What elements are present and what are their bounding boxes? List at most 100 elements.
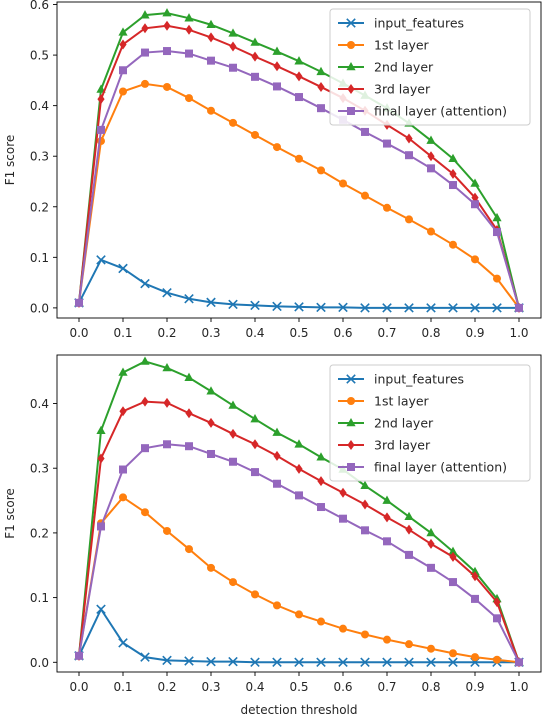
data-point (427, 538, 435, 549)
data-point (118, 367, 128, 376)
data-point (207, 417, 215, 428)
y-tick-label: 0.1 (30, 251, 49, 265)
data-point (405, 151, 413, 160)
legend-label: 1st layer (374, 394, 430, 409)
data-point (97, 137, 105, 146)
legend-marker (346, 418, 356, 427)
data-point (251, 468, 259, 477)
data-point (316, 66, 326, 76)
data-point (273, 450, 281, 461)
data-point (470, 303, 480, 313)
data-point (96, 425, 106, 434)
data-point (273, 82, 281, 91)
data-point (229, 118, 237, 127)
data-point (207, 106, 215, 115)
x-tick-label: 0.2 (157, 680, 176, 694)
data-point (427, 227, 435, 236)
data-point (427, 563, 435, 572)
data-point (162, 655, 172, 666)
x-tick-label: 0.8 (421, 680, 440, 694)
data-point (471, 255, 479, 264)
data-point (383, 203, 391, 212)
x-tick-label: 0.7 (377, 326, 396, 340)
legend-label: 2nd layer (374, 60, 434, 75)
data-point (338, 657, 348, 668)
data-point (360, 480, 370, 489)
data-point (140, 652, 150, 662)
data-point (405, 215, 413, 224)
legend-label: final layer (attention) (374, 460, 507, 475)
data-point (449, 578, 457, 587)
data-point (404, 657, 414, 668)
data-point (118, 263, 128, 274)
data-point (338, 302, 348, 313)
data-point (361, 630, 369, 639)
data-point (140, 10, 150, 19)
data-point (449, 649, 457, 658)
data-point (119, 39, 127, 50)
data-point (140, 278, 150, 289)
data-point (383, 537, 391, 546)
data-point (119, 66, 127, 75)
y-tick-label: 0.6 (30, 0, 49, 12)
data-point (493, 228, 501, 237)
data-point (317, 81, 325, 92)
x-tick-label: 0.6 (333, 326, 352, 340)
data-point (449, 168, 457, 179)
data-point (206, 297, 216, 308)
y-tick-label: 0.4 (30, 397, 49, 411)
x-axis-label: detection threshold (241, 703, 358, 716)
data-point (294, 657, 304, 668)
data-point (97, 522, 105, 531)
x-tick-label: 0.4 (245, 326, 264, 340)
data-point (448, 657, 458, 668)
data-point (492, 303, 502, 313)
data-point (162, 287, 172, 298)
data-point (119, 406, 127, 417)
y-axis-label: F1 score (3, 135, 17, 186)
legend-label: 1st layer (374, 38, 430, 53)
data-point (295, 71, 303, 82)
data-point (207, 32, 215, 43)
chart-panel-1: 0.0 0.1 0.2 0.3 0.4 0.5 0.6 0.7 0.8 0.9 1.0 0.0 0.1 0… (3, 0, 542, 340)
data-point (493, 614, 501, 623)
x-tick-label: 0.0 (69, 680, 88, 694)
data-point (163, 20, 171, 31)
legend-marker (347, 107, 355, 115)
data-point (250, 37, 260, 46)
data-point (141, 508, 149, 517)
data-point (162, 8, 172, 17)
y-tick-label: 0.2 (30, 200, 49, 214)
data-point (448, 153, 458, 163)
data-point (317, 617, 325, 626)
data-point (492, 212, 502, 222)
data-point (228, 28, 238, 37)
data-point (206, 386, 216, 395)
series-1st-layer (75, 493, 523, 667)
data-point (361, 191, 369, 200)
data-point (119, 87, 127, 96)
data-point (118, 27, 128, 36)
data-point (228, 299, 238, 310)
data-point (229, 63, 237, 72)
data-point (382, 495, 392, 504)
data-point (251, 51, 259, 62)
data-point (427, 151, 435, 162)
data-point (207, 56, 215, 65)
data-point (405, 524, 413, 535)
data-point (361, 526, 369, 535)
data-point (119, 493, 127, 502)
series-3rd-layer (75, 396, 523, 668)
data-point (426, 657, 436, 668)
legend-marker (347, 84, 355, 94)
x-tick-label: 0.0 (69, 326, 88, 340)
x-tick-label: 0.7 (377, 680, 396, 694)
data-point (471, 200, 479, 209)
data-point (317, 104, 325, 113)
data-point (361, 127, 369, 136)
legend-label: input_features (374, 372, 464, 387)
legend-label: 2nd layer (374, 416, 434, 431)
data-point (427, 164, 435, 173)
data-point (426, 303, 436, 313)
y-tick-label: 0.5 (30, 49, 49, 63)
